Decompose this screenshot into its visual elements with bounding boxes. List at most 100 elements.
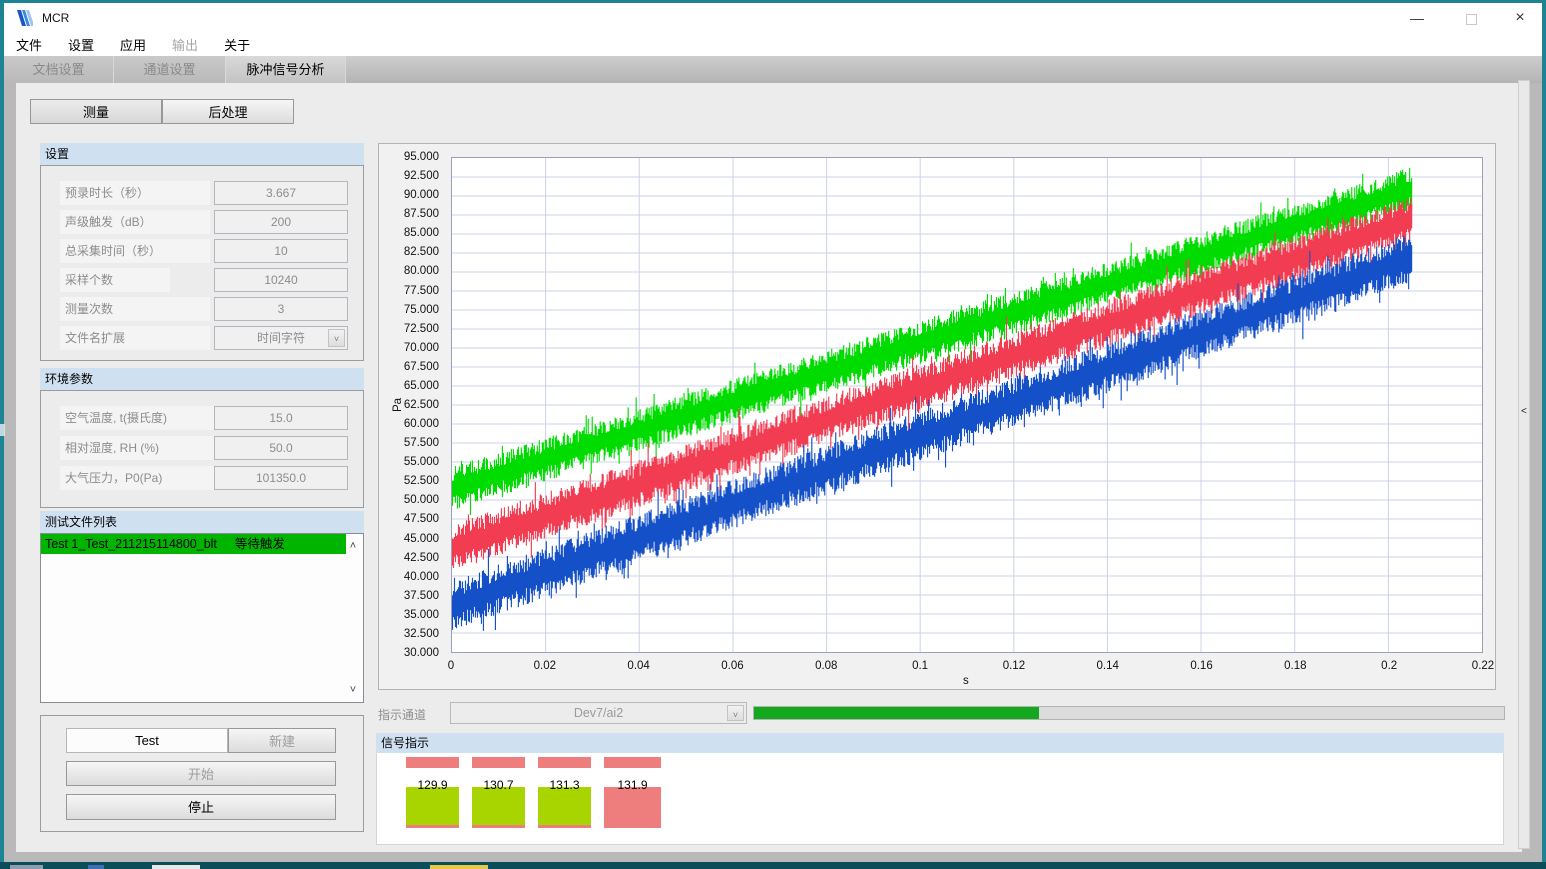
subtab-postprocess[interactable]: 后处理 bbox=[162, 99, 294, 124]
y-tick-label: 60.000 bbox=[403, 418, 439, 431]
y-tick-label: 35.000 bbox=[403, 608, 439, 621]
y-tick-label: 47.500 bbox=[403, 513, 439, 526]
chevron-down-icon[interactable]: ˅ bbox=[328, 329, 345, 347]
chart-panel: 95.000 92.500 90.000 87.500 85.000 82.500 80.0… bbox=[378, 143, 1496, 690]
signal-level-block bbox=[604, 787, 661, 828]
signal-level-block bbox=[538, 787, 591, 828]
minimize-button[interactable]: — bbox=[1400, 3, 1434, 33]
window-title: MCR bbox=[42, 11, 70, 25]
tab-channel-settings[interactable]: 通道设置 bbox=[114, 56, 226, 83]
x-tick-label: 0.12 bbox=[1002, 660, 1026, 672]
y-tick-label: 52.500 bbox=[403, 475, 439, 488]
scroll-up-icon[interactable]: ˄ bbox=[349, 540, 357, 552]
menu-bar: 文件 设置 应用 输出 关于 bbox=[4, 33, 1542, 56]
env-label-air-pressure: 大气压力，P0(Pa) bbox=[60, 466, 215, 490]
setting-value-total-time[interactable]: 10 bbox=[214, 239, 348, 263]
side-splitter[interactable]: < bbox=[1518, 80, 1530, 849]
menu-output: 输出 bbox=[172, 38, 199, 53]
signal-led-bar bbox=[472, 757, 525, 768]
setting-label-total-time: 总采集时间（秒） bbox=[60, 239, 210, 263]
menu-file[interactable]: 文件 bbox=[16, 38, 43, 53]
y-tick-label: 45.000 bbox=[403, 532, 439, 545]
subtab-measure[interactable]: 测量 bbox=[30, 99, 162, 124]
y-tick-label: 42.500 bbox=[403, 551, 439, 564]
setting-value-measure-times[interactable]: 3 bbox=[214, 297, 348, 321]
setting-label-measure-times: 测量次数 bbox=[60, 297, 210, 321]
main-content: 测量 后处理 设置 预录时长（秒） 3.667 声级触发（dB） 200 总采集… bbox=[16, 83, 1522, 852]
y-tick-label: 87.500 bbox=[403, 208, 439, 221]
env-value-relative-humidity[interactable]: 50.0 bbox=[214, 436, 348, 460]
signal-level-value: 130.7 bbox=[483, 778, 514, 792]
x-tick-label: 0.04 bbox=[627, 660, 650, 672]
setting-label-prerecord: 预录时长（秒） bbox=[60, 181, 210, 205]
channel-3-blue-trace bbox=[452, 235, 1413, 631]
list-item-status: 等待触发 bbox=[234, 537, 285, 551]
plot-area bbox=[451, 157, 1483, 653]
x-tick-label: 0.22 bbox=[1471, 660, 1495, 672]
start-button[interactable]: 开始 bbox=[66, 761, 336, 786]
maximize-icon bbox=[1465, 13, 1477, 25]
menu-apply[interactable]: 应用 bbox=[120, 38, 147, 53]
indicator-channel-value: Dev7/ai2 bbox=[573, 706, 624, 720]
taskbar-icon-fragment bbox=[10, 865, 43, 869]
signal-indicator: 131.9 bbox=[604, 753, 661, 845]
list-item[interactable]: Test 1_Test_211215114800_blt 等待触发 bbox=[41, 534, 346, 554]
app-window: MCR — × 文件 设置 应用 输出 关于 文档设置 通道设置 脉冲信号分析 … bbox=[4, 3, 1542, 862]
env-label-air-temperature: 空气温度, t(摄氏度) bbox=[60, 406, 215, 430]
signal-indicator: 131.3 bbox=[538, 753, 591, 845]
taskbar-icon-fragment bbox=[152, 865, 200, 869]
minimize-icon: — bbox=[1410, 10, 1424, 26]
env-value-air-pressure[interactable]: 101350.0 bbox=[214, 466, 348, 490]
x-tick-label: 0.08 bbox=[815, 660, 838, 672]
test-name-input[interactable]: Test bbox=[66, 728, 228, 753]
signal-indicator-panel: 129.9 130.7 131.3 131.9 bbox=[376, 753, 1504, 845]
env-value-air-temperature[interactable]: 15.0 bbox=[214, 406, 348, 430]
menu-about[interactable]: 关于 bbox=[224, 38, 251, 53]
tab-document-settings[interactable]: 文档设置 bbox=[4, 56, 114, 83]
signal-level-block bbox=[406, 787, 459, 828]
signal-led-bar bbox=[604, 757, 661, 768]
scroll-down-icon[interactable]: ˅ bbox=[349, 684, 357, 696]
indicator-channel-label: 指示通道 bbox=[378, 708, 427, 722]
test-file-listbox[interactable]: Test 1_Test_211215114800_blt 等待触发 ˄ ˅ bbox=[40, 533, 364, 703]
tab-pulse-signal-analysis[interactable]: 脉冲信号分析 bbox=[226, 56, 346, 83]
y-tick-label: 72.500 bbox=[403, 322, 439, 335]
y-tick-label: 82.500 bbox=[403, 246, 439, 259]
new-button[interactable]: 新建 bbox=[228, 728, 336, 753]
chevron-down-icon[interactable]: ˅ bbox=[727, 705, 744, 721]
splitter-collapse-icon[interactable]: < bbox=[1521, 406, 1527, 417]
setting-label-sample-count: 采样个数 bbox=[60, 268, 170, 292]
indicator-channel-dropdown[interactable]: Dev7/ai2 ˅ bbox=[450, 702, 747, 724]
x-tick-label: 0.06 bbox=[721, 660, 744, 672]
y-axis-label: Pa bbox=[392, 397, 405, 413]
settings-group-box bbox=[40, 165, 364, 361]
title-bar: MCR — × bbox=[4, 3, 1542, 33]
signal-indicator: 129.9 bbox=[406, 753, 459, 845]
settings-group-header: 设置 bbox=[40, 143, 364, 165]
setting-value-trigger-level[interactable]: 200 bbox=[214, 210, 348, 234]
y-tick-label: 30.000 bbox=[403, 647, 439, 659]
setting-value-filename-ext: 时间字符 bbox=[256, 331, 305, 345]
x-tick-label: 0 bbox=[447, 660, 455, 672]
taskbar-icon-fragment bbox=[430, 865, 488, 869]
desktop-artifact bbox=[0, 424, 5, 436]
file-list-header: 测试文件列表 bbox=[40, 511, 364, 533]
channel-2-red-trace bbox=[452, 197, 1413, 569]
menu-settings[interactable]: 设置 bbox=[68, 38, 95, 53]
y-tick-label: 85.000 bbox=[403, 227, 439, 240]
setting-value-prerecord[interactable]: 3.667 bbox=[214, 181, 348, 205]
close-button[interactable]: × bbox=[1503, 3, 1537, 33]
y-tick-label: 40.000 bbox=[403, 570, 439, 583]
x-tick-labels: 0 0.02 0.04 0.06 0.08 0.1 0.12 0.14 0.16 0.18 0.2 0… bbox=[447, 660, 1494, 676]
maximize-button[interactable] bbox=[1454, 3, 1488, 33]
x-tick-label: 0.16 bbox=[1190, 660, 1213, 672]
signal-indicator: 130.7 bbox=[472, 753, 525, 845]
y-tick-label: 70.000 bbox=[403, 341, 439, 354]
y-tick-label: 62.500 bbox=[403, 399, 439, 411]
stop-button[interactable]: 停止 bbox=[66, 794, 336, 820]
controls-group-box bbox=[40, 715, 364, 832]
acquisition-progress-bar bbox=[753, 706, 1505, 720]
setting-dropdown-filename-ext[interactable]: 时间字符 ˅ bbox=[214, 326, 348, 350]
signal-panel-header: 信号指示 bbox=[376, 733, 1504, 753]
setting-value-sample-count[interactable]: 10240 bbox=[214, 268, 348, 292]
